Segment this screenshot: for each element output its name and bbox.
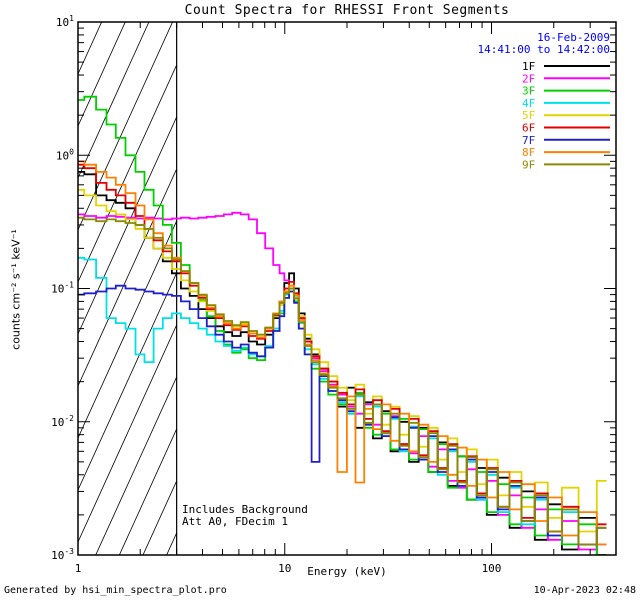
svg-text:100: 100 <box>482 562 502 575</box>
svg-text:10-2: 10-2 <box>51 414 74 429</box>
note-attenuator-state: Att A0, FDecim 1 <box>182 515 288 528</box>
y-axis-label: counts cm⁻² s⁻¹ keV⁻¹ <box>9 229 23 350</box>
svg-text:10: 10 <box>278 562 291 575</box>
svg-text:2F: 2F <box>522 72 535 85</box>
observation-time-range: 14:41:00 to 14:42:00 <box>477 43 610 56</box>
svg-text:10-3: 10-3 <box>51 547 74 562</box>
svg-text:7F: 7F <box>522 134 535 147</box>
svg-text:8F: 8F <box>522 146 535 159</box>
generated-by-text: Generated by hsi_min_spectra_plot.pro <box>4 585 227 596</box>
svg-text:5F: 5F <box>522 109 535 122</box>
generated-timestamp: 10-Apr-2023 02:48 <box>533 585 636 596</box>
svg-text:6F: 6F <box>522 122 535 135</box>
chart-title: Count Spectra for RHESSI Front Segments <box>184 3 510 18</box>
svg-text:4F: 4F <box>522 97 535 110</box>
svg-text:1: 1 <box>75 562 82 575</box>
svg-text:10-1: 10-1 <box>51 281 74 296</box>
x-axis-label: Energy (keV) <box>307 565 387 578</box>
observation-date: 16-Feb-2009 <box>537 31 610 44</box>
note-includes-background: Includes Background <box>182 503 308 516</box>
svg-text:1F: 1F <box>522 60 535 73</box>
svg-text:101: 101 <box>56 14 74 29</box>
svg-text:3F: 3F <box>522 85 535 98</box>
svg-text:100: 100 <box>56 147 74 162</box>
svg-text:9F: 9F <box>522 158 535 171</box>
